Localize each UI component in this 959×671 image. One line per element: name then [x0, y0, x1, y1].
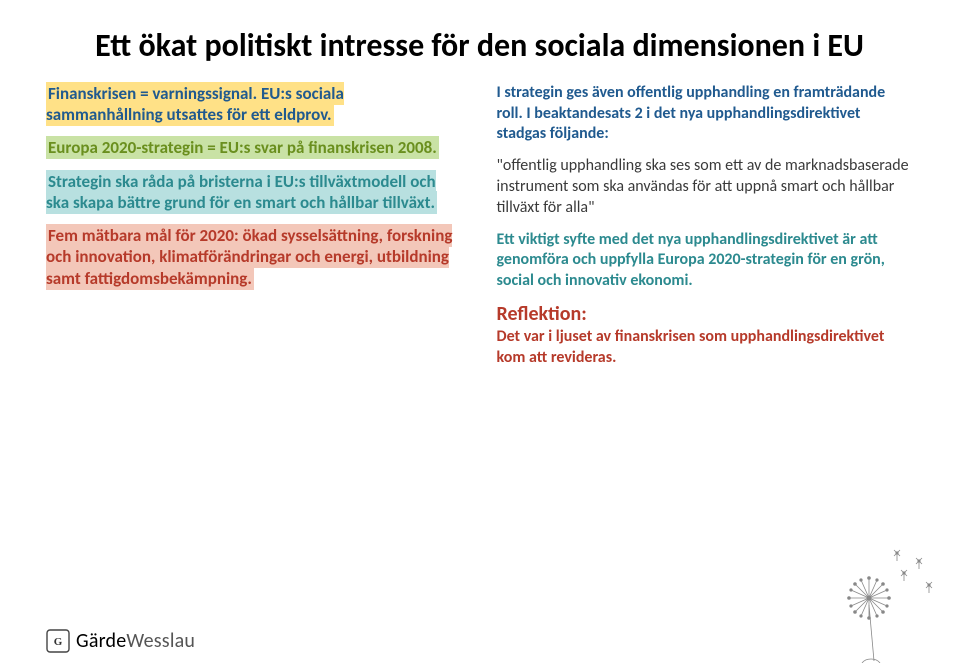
right-column: I strategin ges även offentlig upphandli… — [497, 83, 914, 380]
page-title: Ett ökat politiskt intresse för den soci… — [46, 28, 913, 65]
right-p4: Det var i ljuset av finanskrisen som upp… — [497, 327, 914, 369]
left-block-1: Finanskrisen = varningssignal. EU:s soci… — [46, 83, 463, 126]
left-text-4: Fem mätbara mål för 2020: ökad sysselsät… — [46, 224, 452, 290]
brand-part-b: Wesslau — [126, 629, 195, 653]
left-text-2: Europa 2020-strategin = EU:s svar på fin… — [46, 136, 439, 159]
left-column: Finanskrisen = varningssignal. EU:s soci… — [46, 83, 463, 380]
reflection-label: Reflektion: — [497, 303, 914, 325]
slide-container: Ett ökat politiskt intresse för den soci… — [0, 0, 959, 671]
dandelion-decoration — [779, 543, 949, 663]
left-block-3: Strategin ska råda på bristerna i EU:s t… — [46, 171, 463, 214]
brand-text: GärdeWesslau — [76, 629, 195, 653]
logo-icon: G — [46, 629, 70, 653]
left-text-1: Finanskrisen = varningssignal. EU:s soci… — [46, 82, 344, 126]
left-block-4: Fem mätbara mål för 2020: ökad sysselsät… — [46, 225, 463, 289]
left-text-3: Strategin ska råda på bristerna i EU:s t… — [46, 170, 437, 214]
columns: Finanskrisen = varningssignal. EU:s soci… — [46, 83, 913, 380]
brand-part-a: Gärde — [76, 629, 126, 653]
footer-logo: G GärdeWesslau — [46, 629, 195, 653]
right-p1: I strategin ges även offentlig upphandli… — [497, 83, 914, 145]
svg-text:G: G — [54, 636, 63, 648]
reflection-block: Reflektion: Det var i ljuset av finanskr… — [497, 303, 914, 369]
right-quote: "offentlig upphandling ska ses som ett a… — [497, 156, 914, 218]
right-p3: Ett viktigt syfte med det nya upphandlin… — [497, 230, 914, 292]
left-block-2: Europa 2020-strategin = EU:s svar på fin… — [46, 137, 463, 158]
